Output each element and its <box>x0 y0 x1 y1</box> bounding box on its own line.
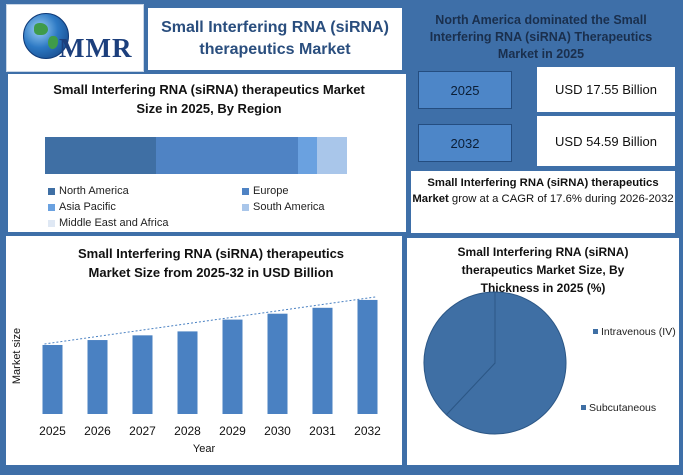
bar-2026 <box>87 340 108 414</box>
bar-2028 <box>177 331 198 414</box>
bar-2025 <box>42 344 63 414</box>
region-segment-1 <box>155 137 299 174</box>
stat-2025-value-box: USD 17.55 Billion <box>537 67 675 112</box>
pie-legend-swatch-0 <box>593 329 598 334</box>
stat-2032-year-box: 2032 <box>418 124 512 162</box>
bar-2030 <box>267 313 288 414</box>
x-tick-label: 2027 <box>129 424 156 438</box>
region-segment-0 <box>45 137 156 174</box>
stat-2032-value-box: USD 54.59 Billion <box>537 116 675 166</box>
legend-label-3: South America <box>253 201 325 213</box>
pie-slice-1 <box>423 291 496 416</box>
company-logo: MMR <box>6 4 144 72</box>
legend-label-2: Asia Pacific <box>59 201 116 213</box>
stat-2025-year-box: 2025 <box>418 71 512 109</box>
legend-swatch-0 <box>48 187 55 195</box>
pie-legend-swatch-1 <box>581 405 586 410</box>
logo-text: MMR <box>59 33 133 63</box>
region-segment-2 <box>298 137 318 174</box>
y-axis-label: Market size <box>11 328 23 384</box>
stat-2025-year: 2025 <box>450 82 480 98</box>
legend-label-4: Middle East and Africa <box>59 217 169 229</box>
legend-item-1: Europe <box>242 185 288 197</box>
bar-2027 <box>132 335 153 414</box>
pie-legend-label-0: Intravenous (IV) <box>601 326 676 338</box>
pie-slice-0 <box>445 291 567 435</box>
legend-item-2: Asia Pacific <box>48 201 116 213</box>
main-title-text: Small Interfering RNA (siRNA) therapeuti… <box>161 19 389 58</box>
bar-2032 <box>357 299 378 414</box>
globe-icon <box>23 13 69 59</box>
legend-swatch-1 <box>242 187 249 195</box>
stat-2025-value: USD 17.55 Billion <box>555 82 657 97</box>
legend-item-4: Middle East and Africa <box>48 217 168 229</box>
legend-swatch-4 <box>48 219 55 227</box>
legend-label-0: North America <box>59 185 129 197</box>
bar-chart-title: Small Interfering RNA (siRNA) therapeuti… <box>77 246 345 280</box>
x-tick-label: 2030 <box>264 424 291 438</box>
main-title: Small Interfering RNA (siRNA) therapeuti… <box>148 8 402 70</box>
bar-2031 <box>312 307 333 414</box>
x-tick-label: 2026 <box>84 424 111 438</box>
pie-legend-label-1: Subcutaneous <box>589 402 656 414</box>
pie-chart-title: Small Interfering RNA (siRNA) therapeuti… <box>457 245 629 295</box>
legend-label-1: Europe <box>253 185 289 197</box>
x-axis-label: Year <box>193 443 216 455</box>
region-segment-3 <box>317 137 347 174</box>
bar-2029 <box>222 319 243 414</box>
bar-chart: 2025 2026 2027 2028 2029 2030 2031 2032 Year Mark… <box>11 296 381 455</box>
legend-item-3: South America <box>242 201 325 213</box>
region-chart-title: Small Interfering RNA (siRNA) therapeuti… <box>53 82 365 116</box>
x-tick-label: 2029 <box>219 424 246 438</box>
x-tick-label: 2032 <box>354 424 381 438</box>
na-header: North America dominated the Small Interf… <box>429 13 653 61</box>
legend-item-0: North America <box>48 185 129 197</box>
stat-2032-year: 2032 <box>450 135 480 151</box>
pie-chart: Intravenous (IV) Subcutaneous <box>423 291 676 435</box>
bar-chart-panel <box>6 236 402 465</box>
cagr-text: Small Interfering RNA (siRNA) therapeuti… <box>411 171 675 233</box>
cagr-rest: grow at a CAGR of 17.6% during 2026-2032 <box>448 193 674 205</box>
legend-swatch-3 <box>242 203 249 211</box>
cagr-bold: Small Interfering RNA (siRNA) therapeuti… <box>412 177 659 205</box>
region-stacked-bar <box>45 137 347 174</box>
x-tick-label: 2028 <box>174 424 201 438</box>
stat-2032-value: USD 54.59 Billion <box>555 133 657 149</box>
x-tick-label: 2025 <box>39 424 66 438</box>
legend-swatch-2 <box>48 203 55 211</box>
x-tick-label: 2031 <box>309 424 336 438</box>
